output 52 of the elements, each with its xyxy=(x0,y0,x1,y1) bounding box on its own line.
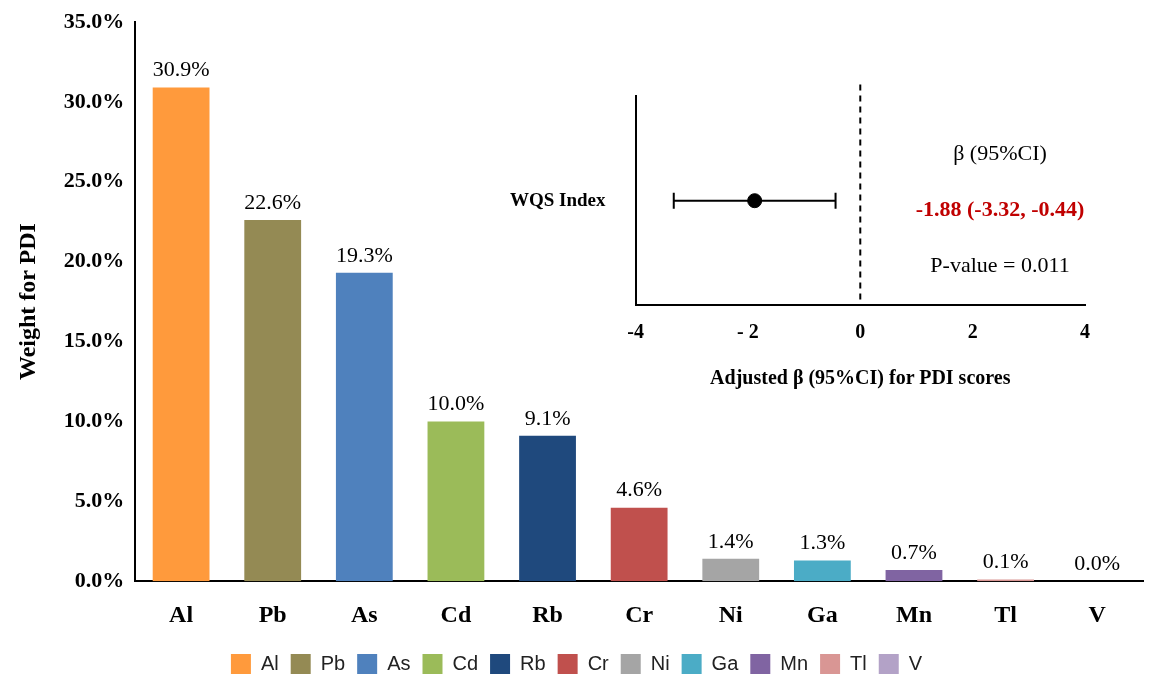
y-tick-label: 10.0% xyxy=(63,407,125,433)
x-tick-label: Pb xyxy=(258,600,287,627)
x-tick-label: - 2 xyxy=(737,320,759,343)
y-tick-label: 25.0% xyxy=(63,167,125,193)
y-tick-label: 35.0% xyxy=(63,7,125,33)
x-tick-label: Ni xyxy=(718,600,744,627)
legend-label: Ni xyxy=(650,651,670,674)
x-tick-label: Tl xyxy=(994,600,1018,627)
x-tick-label: 0 xyxy=(855,320,866,343)
x-tick-label: V xyxy=(1088,600,1107,627)
x-tick-label: Mn xyxy=(895,600,932,627)
legend-label: Mn xyxy=(780,651,809,674)
data-label: 22.6% xyxy=(244,188,302,214)
y-tick-label: 15.0% xyxy=(63,327,125,353)
x-tick-label: 2 xyxy=(967,320,978,343)
y-tick-label: WQS Index xyxy=(509,188,607,210)
x-tick-label: -4 xyxy=(627,320,644,343)
legend-label: Tl xyxy=(850,651,867,674)
legend-label: As xyxy=(387,651,411,674)
data-label: 10.0% xyxy=(427,390,485,416)
legend-label: Cr xyxy=(587,651,610,674)
x-tick-label: Cd xyxy=(440,600,472,627)
data-label: 0.0% xyxy=(1074,549,1121,575)
y-tick-label: 0.0% xyxy=(74,566,125,592)
legend-label: Cd xyxy=(452,651,479,674)
legend-label: Ga xyxy=(711,651,740,674)
y-tick-label: 30.0% xyxy=(63,87,125,113)
x-tick-label: Cr xyxy=(625,600,654,627)
data-label: 4.6% xyxy=(616,476,663,502)
legend-label: V xyxy=(908,651,923,674)
legend-label: Pb xyxy=(320,651,346,674)
data-label: 30.9% xyxy=(152,56,210,82)
data-label: 1.3% xyxy=(799,529,846,555)
annotation: -1.88 (-3.32, -0.44) xyxy=(915,196,1085,222)
y-tick-label: 5.0% xyxy=(74,487,125,512)
x-tick-label: As xyxy=(350,600,378,627)
data-label: 1.4% xyxy=(707,527,754,553)
legend-label: Rb xyxy=(520,651,546,674)
x-axis-title: Adjusted β (95%CI) for PDI scores xyxy=(710,366,1011,390)
x-tick-label: 4 xyxy=(1080,320,1090,343)
y-tick-label: 20.0% xyxy=(63,247,125,273)
y-axis-title: Weight for PDI xyxy=(13,223,40,381)
data-label: 19.3% xyxy=(335,241,393,267)
legend-label: Al xyxy=(260,651,279,674)
annotation: P-value = 0.011 xyxy=(930,252,1070,278)
x-tick-label: Rb xyxy=(532,600,563,627)
data-label: 0.7% xyxy=(891,538,937,564)
data-label: 9.1% xyxy=(524,404,571,430)
x-tick-label: Al xyxy=(169,600,194,627)
data-label: 0.1% xyxy=(982,548,1029,574)
x-tick-label: Ga xyxy=(807,600,838,627)
annotation: β (95%CI) xyxy=(953,140,1047,166)
